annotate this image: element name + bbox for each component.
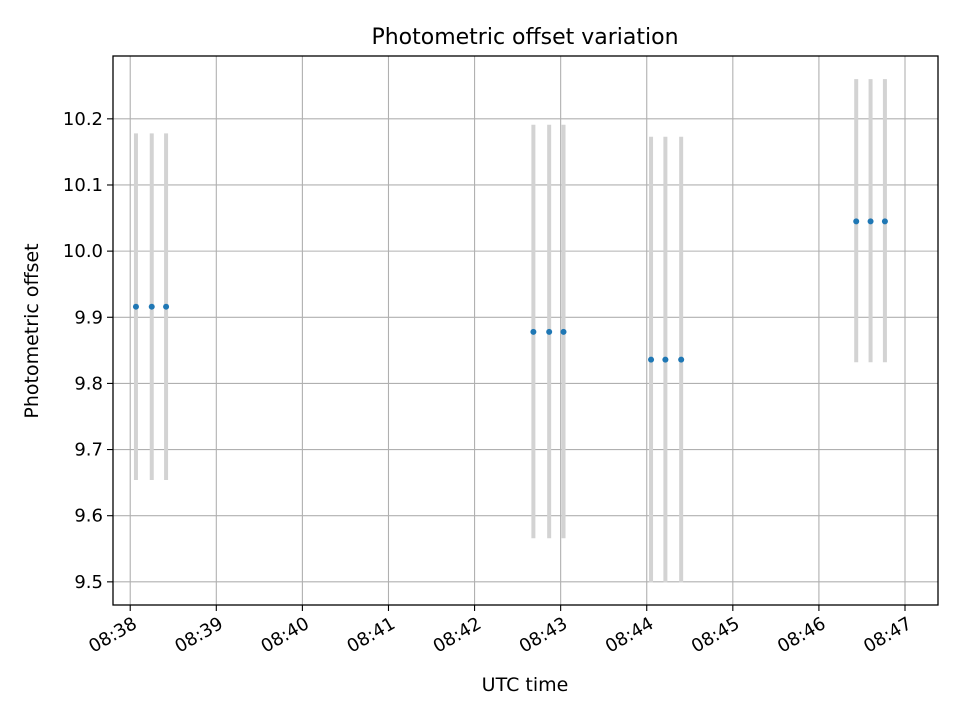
data-point bbox=[648, 356, 655, 363]
data-point bbox=[867, 218, 874, 225]
data-point bbox=[163, 303, 170, 310]
data-point bbox=[132, 303, 139, 310]
y-tick-label: 10.2 bbox=[63, 109, 103, 130]
y-tick-label: 9.8 bbox=[74, 373, 103, 394]
data-point bbox=[678, 356, 685, 363]
data-point bbox=[546, 328, 553, 335]
data-point bbox=[148, 303, 155, 310]
y-tick-label: 9.9 bbox=[74, 307, 103, 328]
y-tick-label: 10.0 bbox=[63, 241, 103, 262]
y-tick-label: 9.5 bbox=[74, 572, 103, 593]
y-tick-label: 10.1 bbox=[63, 175, 103, 196]
y-axis-label: Photometric offset bbox=[21, 243, 43, 418]
y-tick-label: 9.7 bbox=[74, 440, 103, 461]
grid bbox=[113, 56, 938, 605]
data-point bbox=[560, 328, 567, 335]
y-tick-label: 9.6 bbox=[74, 506, 103, 527]
x-axis-label: UTC time bbox=[482, 674, 569, 696]
data-point bbox=[662, 356, 669, 363]
data-point bbox=[881, 218, 888, 225]
plot-frame bbox=[112, 55, 939, 606]
y-axis-ticks: 9.5 9.6 9.7 9.8 9.9 10.0 10.1 10.2 bbox=[63, 109, 113, 593]
data-point bbox=[853, 218, 860, 225]
markers bbox=[132, 218, 888, 363]
data-point bbox=[530, 328, 537, 335]
chart-title: Photometric offset variation bbox=[371, 25, 678, 50]
